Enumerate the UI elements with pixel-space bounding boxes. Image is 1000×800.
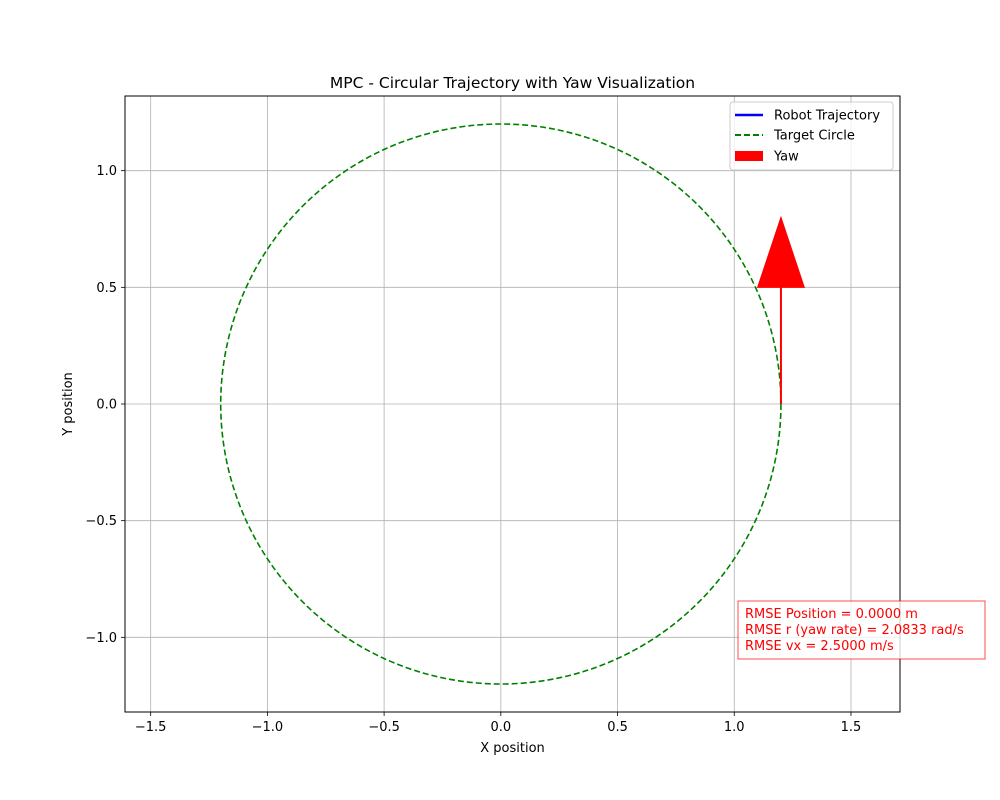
y-tick-label: 1.0 — [96, 164, 117, 179]
x-tick-label: 0.5 — [607, 720, 628, 735]
legend-box — [729, 101, 894, 171]
y-tick-label: 0.0 — [96, 398, 117, 413]
x-tick-label: −1.5 — [135, 720, 167, 735]
legend-label-yaw: Yaw — [773, 150, 799, 165]
y-axis-label: Y position — [61, 372, 76, 437]
x-axis-label: X position — [480, 741, 545, 756]
x-tick-label: 1.0 — [724, 720, 745, 735]
legend: Robot Trajectory Target Circle Yaw — [729, 101, 894, 171]
x-axis-ticks: −1.5 −1.0 −0.5 0.0 0.5 1.0 1.5 — [135, 712, 861, 735]
plot-area — [124, 95, 901, 713]
y-axis-ticks: −1.0 −0.5 0.0 0.5 1.0 — [85, 164, 125, 646]
y-tick-label: 0.5 — [96, 281, 117, 296]
rmse-annotation: RMSE Position = 0.0000 m RMSE r (yaw rat… — [737, 600, 986, 660]
legend-swatch-yaw — [735, 151, 763, 161]
x-tick-label: −0.5 — [368, 720, 400, 735]
chart-title: MPC - Circular Trajectory with Yaw Visua… — [330, 74, 695, 92]
y-tick-label: −0.5 — [85, 514, 117, 529]
rmse-annotation-box — [737, 600, 986, 660]
x-tick-label: 1.5 — [841, 720, 862, 735]
legend-label-target-circle: Target Circle — [773, 129, 855, 144]
yaw-arrow-head — [756, 215, 805, 288]
rmse-vx-text: RMSE vx = 2.5000 m/s — [745, 639, 894, 654]
y-tick-label: −1.0 — [85, 631, 117, 646]
rmse-yaw-rate-text: RMSE r (yaw rate) = 2.0833 rad/s — [745, 623, 964, 638]
x-tick-label: −1.0 — [252, 720, 284, 735]
legend-label-robot-trajectory: Robot Trajectory — [774, 109, 880, 124]
data-layer — [219, 123, 805, 685]
rmse-position-text: RMSE Position = 0.0000 m — [745, 607, 918, 622]
x-tick-label: 0.0 — [490, 720, 511, 735]
